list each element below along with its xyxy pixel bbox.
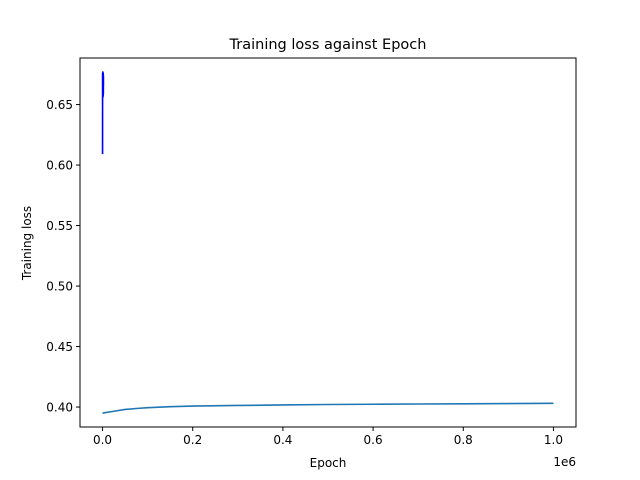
x-tick-label: 0.4 (273, 433, 292, 447)
x-tick-label: 0.0 (93, 433, 112, 447)
x-axis-ticks: 0.0 0.2 0.4 0.6 0.8 1.0 (93, 427, 563, 447)
y-tick-label: 0.55 (46, 219, 73, 233)
series-layer (101, 71, 554, 414)
x-tick-label: 1.0 (544, 433, 563, 447)
series-line-2 (102, 402, 554, 414)
x-tick-label: 0.6 (364, 433, 383, 447)
series-line-1 (101, 71, 105, 155)
chart-title: Training loss against Epoch (229, 37, 427, 53)
x-axis-label: Epoch (310, 456, 347, 470)
y-axis-label: Training loss (20, 206, 34, 281)
y-tick-label: 0.45 (46, 340, 73, 354)
x-axis-offset-label: 1e6 (553, 455, 576, 469)
y-tick-label: 0.65 (46, 98, 73, 112)
y-tick-label: 0.50 (46, 280, 73, 294)
y-tick-label: 0.60 (46, 159, 73, 173)
y-axis-ticks: 0.40 0.45 0.50 0.55 0.60 0.65 (46, 98, 80, 415)
y-tick-label: 0.40 (46, 401, 73, 415)
x-tick-label: 0.2 (183, 433, 202, 447)
x-tick-label: 0.8 (454, 433, 473, 447)
plot-frame (79, 57, 577, 428)
